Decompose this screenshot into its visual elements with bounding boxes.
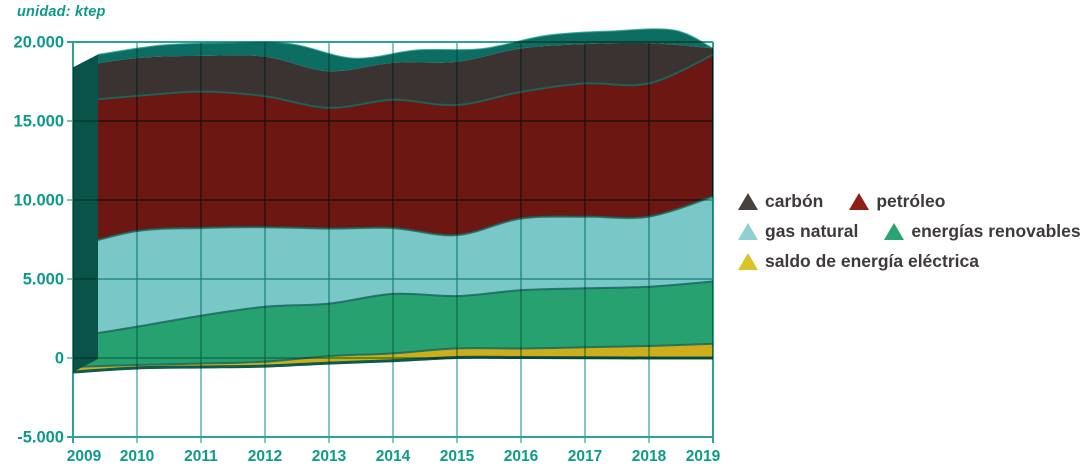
legend: carbón petróleo gas natural energías ren… <box>738 191 1083 281</box>
legend-row-1: carbón petróleo <box>738 191 1083 211</box>
legend-item-saldo: saldo de energía eléctrica <box>738 251 979 272</box>
legend-item-petroleo: petróleo <box>849 191 945 212</box>
y-tick-label: 10.000 <box>14 192 64 210</box>
x-tick-label: 2012 <box>248 448 282 465</box>
legend-row-3: saldo de energía eléctrica <box>738 251 1083 271</box>
x-tick-label: 2018 <box>632 448 667 465</box>
legend-label: saldo de energía eléctrica <box>765 250 979 271</box>
y-tick-label: 20.000 <box>14 34 64 52</box>
x-tick-label: 2015 <box>440 448 475 465</box>
x-tick-label: 2019 <box>686 448 721 465</box>
legend-item-energias-renovables: energías renovables <box>884 220 1081 242</box>
unit-label: unidad: ktep <box>17 4 106 20</box>
triangle-icon <box>884 222 905 240</box>
legend-label: gas natural <box>765 220 859 241</box>
depth-side-face <box>73 54 98 373</box>
y-tick-label: -5.000 <box>17 429 64 447</box>
legend-label: carbón <box>765 190 824 211</box>
y-tick-label: 15.000 <box>14 113 64 131</box>
y-tick-label: 0 <box>55 350 64 368</box>
x-tick-label: 2009 <box>67 448 102 465</box>
triangle-icon <box>738 192 758 210</box>
x-tick-label: 2013 <box>312 448 347 465</box>
legend-row-2: gas natural energías renovables <box>738 221 1083 241</box>
x-tick-label: 2010 <box>120 448 154 465</box>
triangle-icon <box>738 252 758 270</box>
triangle-icon <box>849 192 870 210</box>
x-tick-label: 2014 <box>376 448 411 465</box>
legend-label: energías renovables <box>911 220 1081 241</box>
depth-top-edge-highlight <box>97 28 714 59</box>
x-tick-label: 2016 <box>504 448 539 465</box>
y-tick-label: 5.000 <box>23 271 64 289</box>
x-tick-label: 2011 <box>184 448 218 465</box>
x-tick-label: 2017 <box>568 448 602 465</box>
triangle-icon <box>738 222 758 240</box>
legend-item-carbon: carbón <box>738 191 823 212</box>
legend-label: petróleo <box>876 190 946 211</box>
grid <box>67 41 714 443</box>
depth-top-face <box>73 28 713 72</box>
legend-item-gas-natural: gas natural <box>738 221 858 242</box>
